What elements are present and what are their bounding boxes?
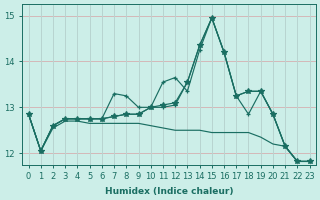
X-axis label: Humidex (Indice chaleur): Humidex (Indice chaleur) [105, 187, 233, 196]
